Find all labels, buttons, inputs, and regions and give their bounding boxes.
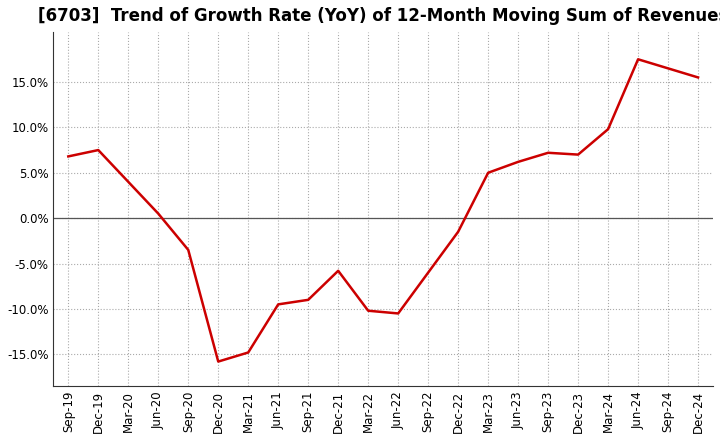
Title: [6703]  Trend of Growth Rate (YoY) of 12-Month Moving Sum of Revenues: [6703] Trend of Growth Rate (YoY) of 12-… bbox=[38, 7, 720, 25]
